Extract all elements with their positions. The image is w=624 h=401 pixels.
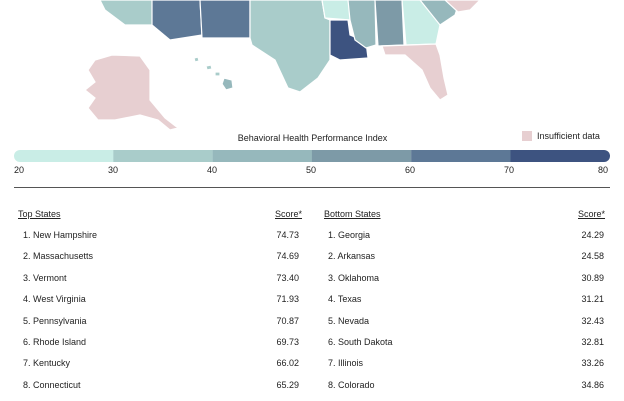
state-score: 30.89 [581,272,604,283]
state-score: 66.02 [276,358,299,369]
state-score: 74.69 [276,251,299,262]
state-score: 24.29 [581,230,604,240]
state-label: 2. Arkansas [328,251,376,262]
state-score: 69.73 [276,336,299,347]
state-label: 6. Rhode Island [23,336,87,347]
scale-segment-40-50 [212,150,312,162]
state-alaska [84,54,180,131]
state-label: 8. Colorado [328,379,375,390]
state-score: 74.73 [276,230,299,240]
us-map [84,0,481,131]
state-score: 32.81 [581,336,604,347]
top-score-header: Score* [275,209,303,219]
state-score: 33.26 [581,358,604,369]
state-south-carolina [419,0,461,26]
state-score: 31.21 [581,294,604,305]
scale-ticks: 20 30 40 50 60 70 80 [0,165,624,179]
state-label: 3. Oklahoma [328,272,380,283]
state-score: 32.43 [581,315,604,326]
state-florida [381,43,449,101]
tick-label: 60 [405,165,416,175]
state-label: 5. Nevada [328,315,370,326]
insufficient-label: Insufficient data [537,131,600,141]
scale-segment-60-70 [411,150,511,162]
state-new-mexico [199,0,251,39]
color-scale-bar [14,150,610,162]
tick-label: 40 [207,165,218,175]
state-california [99,0,159,26]
state-score: 65.29 [276,379,299,390]
state-mississippi [347,0,377,49]
scale-segment-70-80 [510,150,610,162]
tick-label: 20 [14,165,25,175]
section-divider [14,187,610,188]
tick-label: 30 [108,165,119,175]
state-label: 4. West Virginia [23,294,86,305]
state-score: 70.87 [276,315,299,326]
state-score: 24.58 [581,251,604,262]
state-hawaii-1 [193,56,200,63]
insufficient-data-legend: Insufficient data [522,131,600,141]
choropleth-map [0,0,624,140]
top-states-header: Top States [18,209,61,219]
state-label: 8. Connecticut [23,379,81,390]
state-north-carolina [444,0,481,13]
state-texas [249,0,331,93]
tick-label: 50 [306,165,317,175]
state-label: 5. Pennsylvania [23,315,87,326]
state-score: 34.86 [581,379,604,390]
state-label: 1. Georgia [328,230,371,240]
scale-segment-30-40 [113,150,213,162]
scale-segment-50-60 [311,150,412,162]
bottom-states-header: Bottom States [324,209,381,219]
tick-label: 80 [598,165,609,175]
state-hawaii-4 [221,77,234,91]
state-label: 1. New Hampshire [23,230,98,240]
insufficient-swatch [522,131,532,141]
state-score: 73.40 [276,272,299,283]
state-hawaii-3 [214,71,221,77]
state-louisiana [329,19,369,61]
legend-title: Behavioral Health Performance Index [237,133,388,143]
state-label: 2. Massachusetts [23,251,94,262]
state-label: 6. South Dakota [328,336,393,347]
scale-segment-20-30 [14,150,114,162]
state-hawaii-2 [205,64,213,71]
tick-label: 70 [504,165,515,175]
state-label: 4. Texas [328,294,362,305]
state-label: 7. Illinois [328,358,364,369]
state-arizona [151,0,203,41]
state-alabama [374,0,405,47]
bottom-score-header: Score* [578,209,606,219]
state-label: 3. Vermont [23,272,67,283]
state-label: 7. Kentucky [23,358,71,369]
state-score: 71.93 [276,294,299,305]
